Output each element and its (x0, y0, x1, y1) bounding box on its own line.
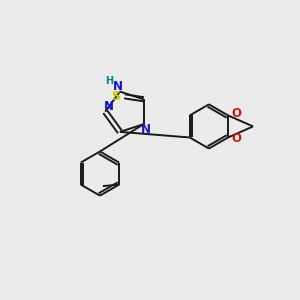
Text: S: S (111, 90, 120, 103)
Text: N: N (104, 100, 114, 113)
Text: O: O (232, 133, 242, 146)
Text: N: N (141, 123, 151, 136)
Text: H: H (106, 76, 114, 86)
Text: N: N (112, 80, 122, 93)
Text: O: O (232, 107, 242, 120)
